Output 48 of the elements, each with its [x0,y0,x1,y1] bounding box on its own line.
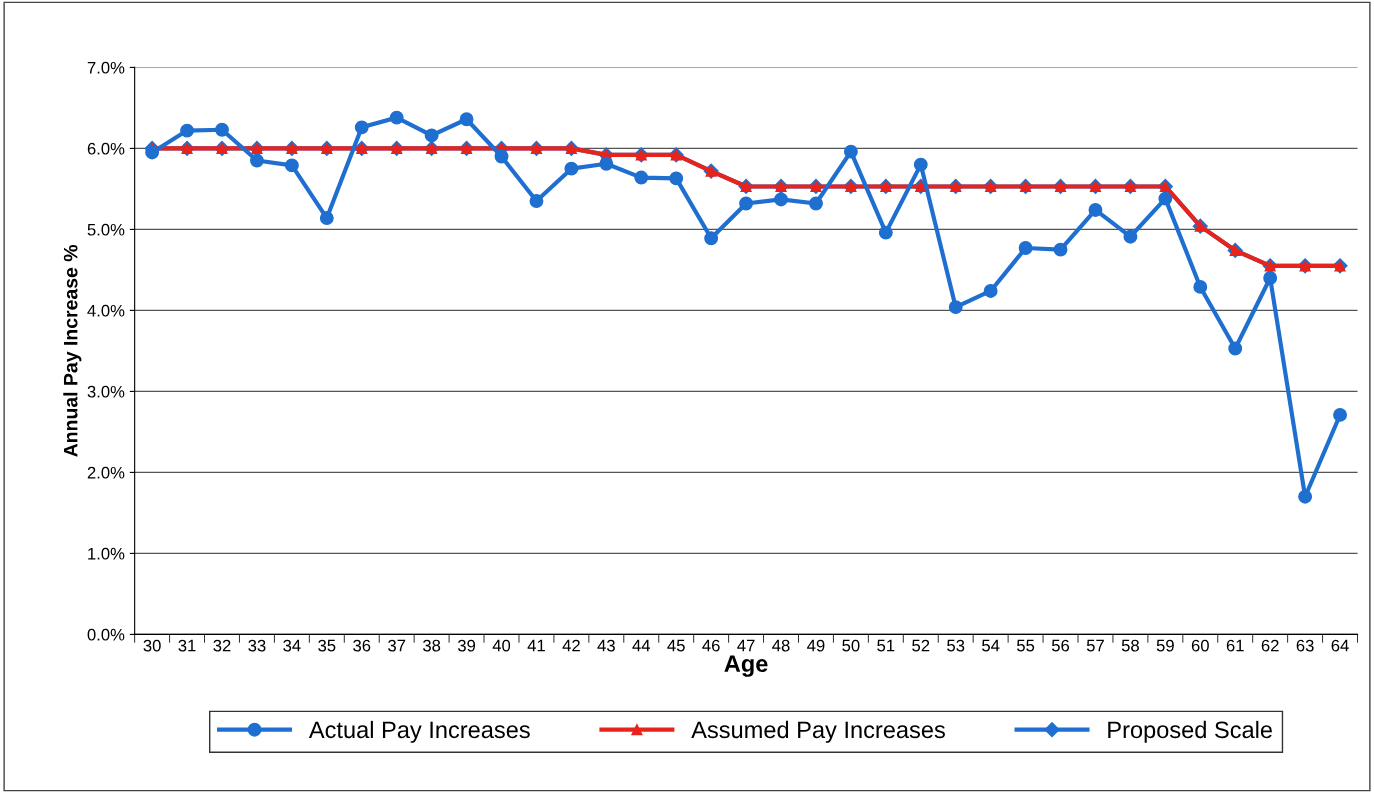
legend-label: Actual Pay Increases [308,720,530,743]
x-axis-title: Age [724,655,768,677]
x-tick-label: 54 [982,639,1000,652]
x-tick-label: 49 [807,639,825,652]
y-tick-label: 2.0% [87,466,125,479]
y-tick-label: 4.0% [87,304,125,317]
x-tick-label: 53 [947,639,965,652]
x-tick-label: 43 [597,639,615,652]
x-tick-label: 46 [702,639,720,652]
x-tick-label: 52 [912,639,930,652]
x-tick-label: 34 [283,639,301,652]
x-tick-label: 47 [737,639,755,652]
legend-label: Assumed Pay Increases [691,720,945,743]
y-tick-label: 5.0% [87,223,125,236]
x-tick-label: 59 [1156,639,1174,652]
x-tick-label: 42 [562,639,580,652]
x-tick-label: 56 [1051,639,1070,652]
x-tick-label: 48 [772,639,790,652]
y-tick-label: 3.0% [87,385,125,398]
x-tick-label: 36 [353,639,371,652]
y-axis-title: Annual Pay Increase % [63,244,82,457]
x-tick-label: 55 [1016,639,1035,652]
y-tick-label: 0.0% [87,628,125,641]
x-tick-label: 58 [1121,639,1139,652]
x-tick-label: 64 [1331,639,1349,652]
x-tick-label: 39 [457,639,476,652]
x-tick-label: 32 [213,639,231,652]
x-tick-label: 44 [632,639,651,652]
x-tick-label: 40 [492,639,511,652]
x-tick-label: 63 [1296,639,1314,652]
legend-label: Proposed Scale [1108,720,1272,743]
x-tick-label: 62 [1261,639,1279,652]
x-tick-label: 37 [388,639,406,652]
x-tick-label: 45 [667,639,685,652]
y-tick-label: 7.0% [87,61,125,74]
x-tick-label: 57 [1086,639,1104,652]
x-tick-label: 30 [143,639,161,652]
x-tick-label: 31 [178,639,196,652]
x-tick-label: 50 [842,639,860,652]
x-tick-label: 38 [423,639,441,652]
x-tick-label: 51 [877,639,895,652]
x-tick-label: 33 [248,639,266,652]
x-tick-label: 35 [318,639,336,652]
x-tick-label: 41 [527,639,545,652]
y-tick-label: 6.0% [87,142,125,155]
x-tick-label: 61 [1226,639,1244,652]
y-tick-label: 1.0% [88,547,125,560]
x-tick-label: 60 [1191,639,1209,652]
